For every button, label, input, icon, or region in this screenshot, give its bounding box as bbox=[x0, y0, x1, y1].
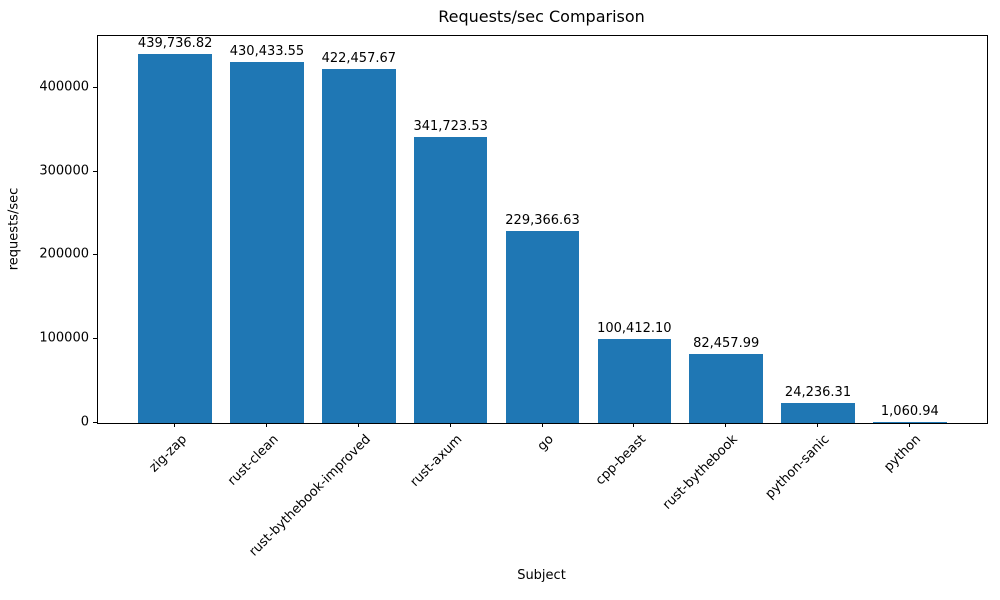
bar bbox=[781, 403, 855, 423]
x-tick-mark bbox=[174, 423, 176, 427]
bar bbox=[230, 62, 304, 423]
x-tick-mark bbox=[908, 423, 910, 427]
bar bbox=[597, 339, 672, 423]
x-tick-mark bbox=[357, 423, 359, 427]
x-tick-mark bbox=[541, 423, 543, 427]
x-tick-mark bbox=[449, 423, 451, 427]
x-tick-label: zig-zap bbox=[146, 432, 190, 476]
plot-area: 439,736.82 430,433.55 422,457.67 341,723.53… bbox=[97, 35, 988, 424]
x-tick-mark bbox=[817, 423, 819, 427]
bar-value-label: 1,060.94 bbox=[880, 404, 939, 419]
bar-value-label: 430,433.55 bbox=[229, 44, 305, 59]
y-tick-mark bbox=[93, 338, 97, 340]
bar-value-label: 24,236.31 bbox=[784, 385, 852, 400]
y-tick-mark bbox=[93, 422, 97, 423]
bar bbox=[322, 69, 396, 423]
x-tick-mark bbox=[725, 423, 727, 427]
bar bbox=[689, 354, 763, 423]
y-tick-label: 200000 bbox=[39, 246, 89, 262]
y-tick-label: 100000 bbox=[39, 330, 89, 346]
x-tick-label: python bbox=[881, 432, 925, 475]
bar-value-label: 422,457.67 bbox=[321, 51, 397, 66]
y-tick-mark bbox=[93, 170, 97, 172]
bar bbox=[413, 137, 488, 423]
y-tick-label: 0 bbox=[80, 414, 89, 430]
y-axis-label: requests/sec bbox=[6, 187, 22, 271]
x-tick-label: cpp-beast bbox=[592, 432, 649, 489]
y-tick-label: 300000 bbox=[39, 163, 89, 179]
bar-value-label: 82,457.99 bbox=[693, 336, 760, 351]
bar-value-label: 439,736.82 bbox=[137, 36, 213, 51]
y-tick-mark bbox=[93, 86, 97, 88]
bar-value-label: 341,723.53 bbox=[413, 119, 488, 134]
bar bbox=[873, 422, 947, 423]
x-tick-mark bbox=[633, 423, 635, 427]
y-tick-label: 400000 bbox=[39, 79, 89, 95]
x-tick-label: rust-axum bbox=[407, 432, 466, 490]
bar-value-label: 229,366.63 bbox=[505, 213, 580, 228]
x-tick-mark bbox=[265, 423, 267, 427]
x-tick-label: rust-bythebook bbox=[660, 432, 741, 513]
x-tick-label: go bbox=[535, 432, 558, 455]
x-axis-label: Subject bbox=[517, 568, 566, 583]
bar bbox=[138, 54, 212, 423]
bar-value-label: 100,412.10 bbox=[597, 321, 672, 336]
bar bbox=[505, 231, 580, 423]
chart-title: Requests/sec Comparison bbox=[438, 7, 645, 26]
x-tick-label: python-sanic bbox=[762, 432, 833, 502]
x-tick-label: rust-clean bbox=[224, 432, 282, 489]
y-tick-mark bbox=[93, 254, 97, 256]
